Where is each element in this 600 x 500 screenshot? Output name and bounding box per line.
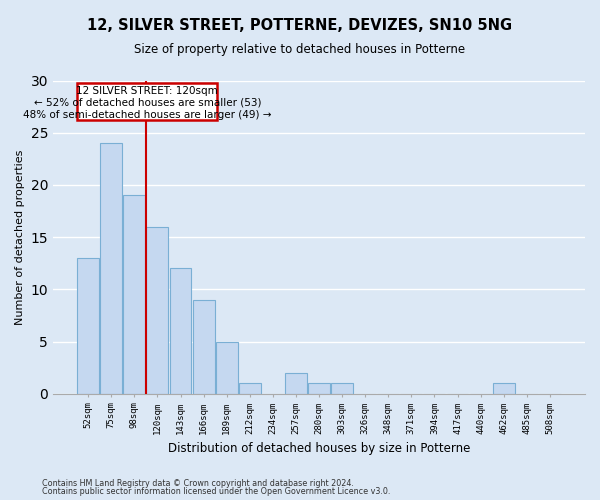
- Text: Contains HM Land Registry data © Crown copyright and database right 2024.: Contains HM Land Registry data © Crown c…: [42, 478, 354, 488]
- Bar: [170, 268, 191, 394]
- Text: ← 52% of detached houses are smaller (53): ← 52% of detached houses are smaller (53…: [34, 98, 261, 108]
- Bar: [239, 384, 261, 394]
- Bar: [308, 384, 330, 394]
- Text: 48% of semi-detached houses are larger (49) →: 48% of semi-detached houses are larger (…: [23, 110, 272, 120]
- X-axis label: Distribution of detached houses by size in Potterne: Distribution of detached houses by size …: [168, 442, 470, 455]
- Bar: [285, 373, 307, 394]
- Bar: [216, 342, 238, 394]
- Bar: [331, 384, 353, 394]
- Text: Contains public sector information licensed under the Open Government Licence v3: Contains public sector information licen…: [42, 487, 391, 496]
- Bar: [124, 196, 145, 394]
- Bar: [146, 226, 169, 394]
- Bar: [493, 384, 515, 394]
- Bar: [100, 143, 122, 394]
- Text: 12 SILVER STREET: 120sqm: 12 SILVER STREET: 120sqm: [76, 86, 218, 96]
- Bar: [77, 82, 217, 120]
- Bar: [193, 300, 215, 394]
- Text: 12, SILVER STREET, POTTERNE, DEVIZES, SN10 5NG: 12, SILVER STREET, POTTERNE, DEVIZES, SN…: [88, 18, 512, 32]
- Y-axis label: Number of detached properties: Number of detached properties: [15, 150, 25, 325]
- Bar: [77, 258, 99, 394]
- Text: Size of property relative to detached houses in Potterne: Size of property relative to detached ho…: [134, 42, 466, 56]
